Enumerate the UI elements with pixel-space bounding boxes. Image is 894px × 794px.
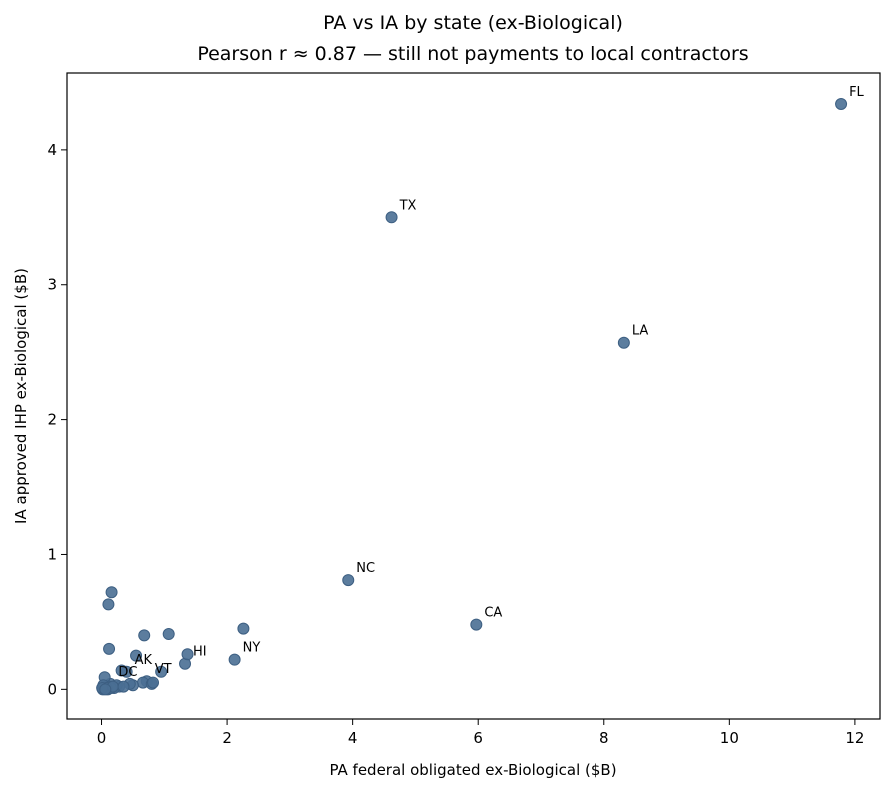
data-point bbox=[99, 683, 112, 696]
point-label: AK bbox=[135, 653, 153, 668]
x-tick-label: 12 bbox=[845, 729, 864, 747]
data-point bbox=[105, 586, 118, 599]
data-point bbox=[237, 622, 250, 635]
chart-title: PA vs IA by state (ex-Biological) bbox=[323, 12, 623, 34]
data-point bbox=[162, 628, 175, 641]
data-point bbox=[617, 336, 630, 349]
data-point bbox=[835, 98, 848, 111]
x-tick-label: 6 bbox=[473, 729, 483, 747]
y-tick-label: 1 bbox=[47, 545, 57, 563]
data-point bbox=[102, 598, 115, 611]
plot-frame bbox=[66, 72, 881, 720]
x-tick-label: 0 bbox=[97, 729, 107, 747]
data-point bbox=[138, 629, 151, 642]
point-label: NY bbox=[243, 641, 261, 656]
y-axis-label: IA approved IHP ex-Biological ($B) bbox=[12, 268, 30, 524]
point-label: NC bbox=[356, 561, 375, 576]
point-label: DC bbox=[118, 665, 137, 680]
point-label: VT bbox=[155, 662, 172, 677]
point-label: FL bbox=[849, 85, 864, 100]
data-point bbox=[130, 649, 143, 662]
data-point bbox=[155, 665, 168, 678]
data-point bbox=[228, 653, 241, 666]
x-tick-label: 2 bbox=[222, 729, 232, 747]
data-point bbox=[385, 211, 398, 224]
data-point bbox=[103, 642, 116, 655]
x-tick-label: 4 bbox=[348, 729, 358, 747]
point-label: LA bbox=[632, 324, 649, 339]
y-tick-label: 4 bbox=[47, 141, 57, 159]
y-tick-label: 0 bbox=[47, 680, 57, 698]
chart-subtitle: Pearson r ≈ 0.87 — still not payments to… bbox=[197, 43, 748, 65]
point-label: CA bbox=[484, 606, 502, 621]
data-point bbox=[117, 680, 130, 693]
x-tick-label: 8 bbox=[599, 729, 609, 747]
data-point bbox=[342, 574, 355, 587]
x-tick-label: 10 bbox=[720, 729, 739, 747]
data-point bbox=[115, 664, 128, 677]
data-point bbox=[470, 618, 483, 631]
data-point bbox=[147, 676, 160, 689]
data-points bbox=[96, 98, 848, 696]
point-label: TX bbox=[399, 198, 417, 213]
x-axis-label: PA federal obligated ex-Biological ($B) bbox=[329, 761, 616, 779]
data-point bbox=[181, 648, 194, 661]
y-tick-label: 3 bbox=[47, 276, 57, 294]
y-tick-label: 2 bbox=[47, 411, 57, 429]
point-label: HI bbox=[193, 645, 207, 660]
